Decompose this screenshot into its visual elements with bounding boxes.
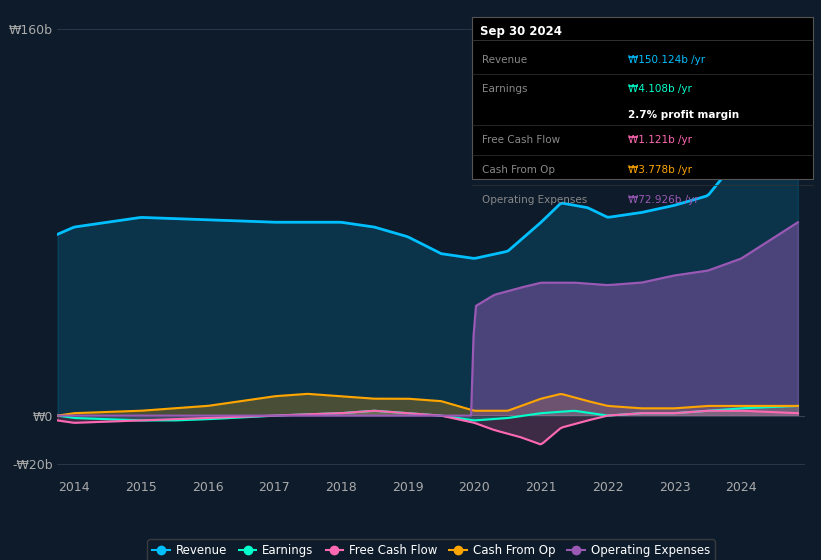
Text: ₩150.124b /yr: ₩150.124b /yr	[628, 55, 705, 64]
Text: ₩3.778b /yr: ₩3.778b /yr	[628, 165, 692, 175]
Text: ₩4.108b /yr: ₩4.108b /yr	[628, 85, 692, 94]
Text: Sep 30 2024: Sep 30 2024	[480, 25, 562, 38]
Text: Free Cash Flow: Free Cash Flow	[482, 136, 560, 145]
Text: ₩72.926b /yr: ₩72.926b /yr	[628, 195, 699, 204]
Text: Cash From Op: Cash From Op	[482, 165, 555, 175]
Text: ₩1.121b /yr: ₩1.121b /yr	[628, 136, 692, 145]
Text: Revenue: Revenue	[482, 55, 527, 64]
Text: Operating Expenses: Operating Expenses	[482, 195, 587, 204]
Legend: Revenue, Earnings, Free Cash Flow, Cash From Op, Operating Expenses: Revenue, Earnings, Free Cash Flow, Cash …	[147, 539, 715, 560]
Text: 2.7% profit margin: 2.7% profit margin	[628, 110, 739, 120]
Text: Earnings: Earnings	[482, 85, 527, 94]
